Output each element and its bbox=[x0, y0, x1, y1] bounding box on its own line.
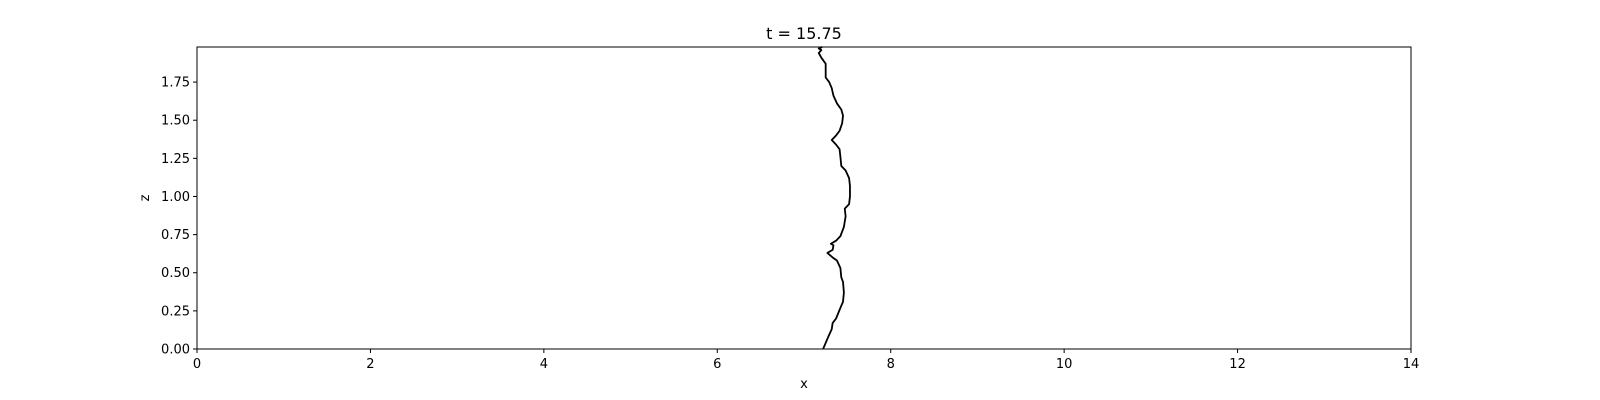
x-tick-label: 10 bbox=[1056, 357, 1073, 372]
x-axis: 0 2 4 6 8 10 12 14 bbox=[193, 349, 1419, 372]
y-axis: 0.00 0.25 0.50 0.75 1.00 1.25 1.50 1.75 bbox=[161, 76, 197, 358]
x-tick-label: 14 bbox=[1403, 357, 1420, 372]
chart-title: t = 15.75 bbox=[766, 24, 842, 43]
x-axis-label: x bbox=[800, 377, 808, 392]
series-line-0 bbox=[817, 46, 851, 350]
plot-frame bbox=[196, 46, 1412, 350]
x-tick-label: 2 bbox=[366, 357, 374, 372]
x-tick-label: 6 bbox=[713, 357, 721, 372]
y-axis-label: z bbox=[138, 194, 153, 201]
y-tick-label: 1.75 bbox=[161, 76, 190, 91]
y-tick-label: 1.50 bbox=[161, 114, 190, 129]
y-tick-label: 1.25 bbox=[161, 152, 190, 167]
y-tick-label: 1.00 bbox=[161, 190, 190, 205]
y-tick-label: 0.75 bbox=[161, 228, 190, 243]
y-tick-label: 0.25 bbox=[161, 304, 190, 319]
x-tick-label: 4 bbox=[540, 357, 548, 372]
x-tick-label: 0 bbox=[193, 357, 201, 372]
series-layer bbox=[817, 46, 851, 350]
x-tick-label: 12 bbox=[1229, 357, 1246, 372]
x-tick-label: 8 bbox=[887, 357, 895, 372]
y-tick-label: 0.00 bbox=[161, 343, 190, 358]
y-tick-label: 0.50 bbox=[161, 266, 190, 281]
